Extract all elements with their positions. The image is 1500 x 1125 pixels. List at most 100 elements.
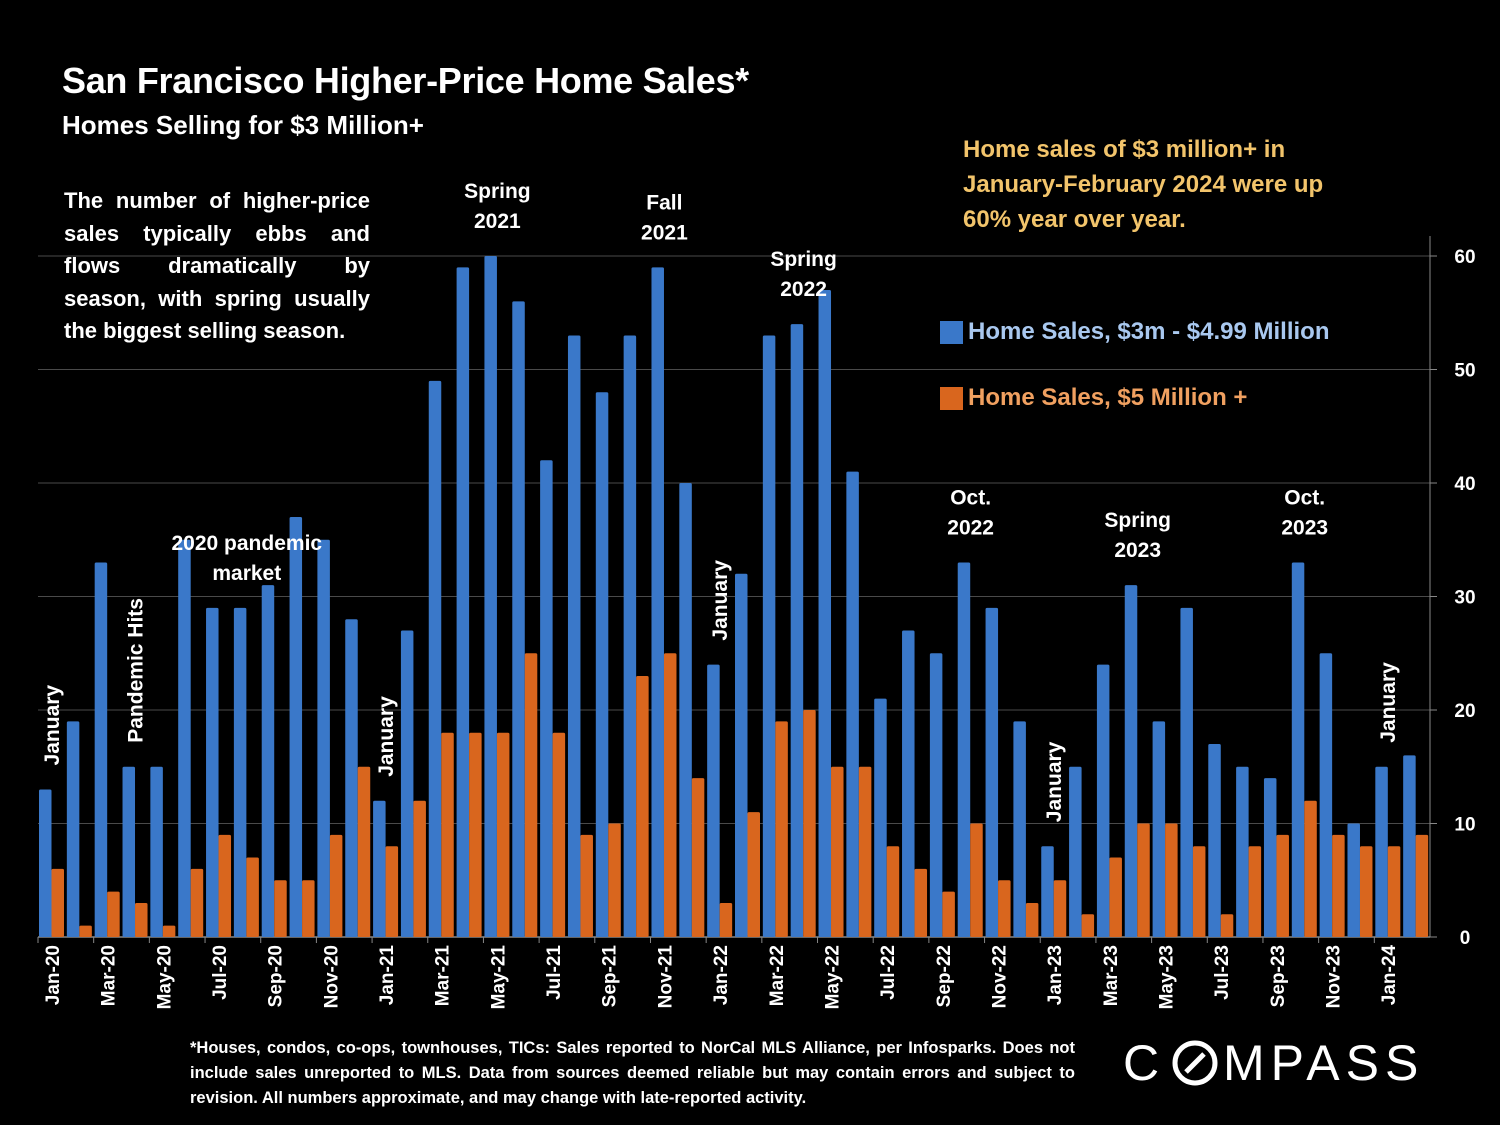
bar-series-1 — [623, 335, 637, 937]
x-tick-label: Jan-20 — [43, 945, 64, 1005]
bar-series-1 — [400, 630, 414, 937]
x-tick-label: Sep-20 — [266, 945, 287, 1007]
x-tick-label: Mar-23 — [1101, 945, 1122, 1006]
y-tick-label: 20 — [1454, 701, 1475, 722]
bar-series-1 — [1403, 755, 1416, 937]
compass-logo: C MPASS — [1123, 1030, 1443, 1097]
x-tick-label: Mar-20 — [99, 945, 120, 1006]
y-tick-label: 0 — [1460, 928, 1471, 949]
compass-logo-text: C — [1123, 1035, 1165, 1091]
bar-series-2 — [691, 778, 705, 937]
x-tick-label: May-20 — [154, 945, 175, 1009]
x-tick-label: Nov-23 — [1324, 945, 1345, 1008]
bar-series-1 — [846, 471, 859, 937]
bar-series-2 — [1220, 914, 1234, 937]
bar-series-2 — [970, 823, 983, 937]
bar-series-2 — [1276, 834, 1289, 937]
bar-series-1 — [1152, 721, 1166, 937]
bar-series-2 — [1387, 846, 1401, 937]
annotation-label: 2021 — [641, 221, 688, 244]
footnote: *Houses, condos, co-ops, townhouses, TIC… — [190, 1039, 1075, 1107]
annotation-label: Pandemic Hits — [124, 598, 147, 743]
bar-chart: 0 10 20 30 40 50 60 Jan-20 Mar-20 May-20 Jul-20 Sep… — [37, 180, 1476, 1010]
x-tick-label: May-23 — [1157, 945, 1178, 1009]
bar-series-2 — [775, 721, 788, 937]
bar-series-1 — [818, 290, 832, 937]
x-tick-label: Jan-24 — [1379, 945, 1400, 1006]
x-tick-label: Mar-22 — [767, 945, 788, 1006]
legend-label-series-1: Home Sales, $3m - $4.99 Million — [968, 318, 1330, 345]
annotation-label: January — [1377, 662, 1400, 743]
bar-series-2 — [107, 891, 120, 937]
x-tick-label: Jul-21 — [544, 945, 565, 1000]
y-tick-label: 50 — [1454, 361, 1475, 382]
bar-series-1 — [1347, 823, 1360, 937]
bar-series-1 — [1180, 607, 1193, 937]
bar-series-1 — [122, 766, 136, 937]
page-subtitle: Homes Selling for $3 Million+ — [62, 110, 424, 140]
intro-text: The number of higher-price sales typical… — [64, 188, 370, 343]
y-tick-label: 30 — [1454, 588, 1475, 609]
x-tick-label: May-21 — [488, 945, 509, 1010]
x-tick-label: May-22 — [822, 945, 843, 1009]
bar-series-2 — [663, 653, 677, 937]
compass-logo-o-icon — [1172, 1040, 1218, 1086]
annotation-label: Oct. — [950, 486, 991, 509]
x-tick-label: Nov-21 — [655, 945, 676, 1009]
bar-series-1 — [902, 630, 915, 937]
x-tick-label: Jul-22 — [878, 945, 899, 1000]
annotation-label: Spring — [770, 248, 837, 271]
bar-series-1 — [957, 562, 971, 937]
bar-series-2 — [580, 834, 593, 937]
bar-series-2 — [886, 846, 900, 937]
bar-series-1 — [790, 324, 804, 938]
bar-series-2 — [1081, 914, 1095, 937]
bar-series-1 — [345, 619, 358, 937]
bar-series-2 — [636, 675, 649, 937]
bar-series-1 — [929, 653, 943, 937]
bar-series-1 — [1375, 766, 1388, 937]
annotation-label: 2022 — [780, 278, 827, 301]
bar-series-1 — [289, 517, 303, 937]
annotation-label: 2023 — [1114, 539, 1161, 562]
annotation-label: 2021 — [474, 210, 521, 233]
bar-series-1 — [762, 335, 776, 937]
bar-series-1 — [233, 607, 247, 937]
legend-label-series-2: Home Sales, $5 Million + — [968, 384, 1248, 411]
y-tick-label: 10 — [1454, 815, 1475, 836]
bar-series-1 — [1291, 562, 1305, 937]
annotation-label: 2020 pandemic — [172, 532, 323, 555]
x-tick-label: Sep-23 — [1268, 945, 1289, 1007]
bar-series-1 — [1096, 664, 1110, 937]
bar-series-2 — [51, 868, 64, 937]
annotation-label: January — [709, 560, 732, 641]
bar-series-1 — [66, 721, 80, 937]
bar-series-2 — [385, 846, 399, 937]
legend-item-series-1: Home Sales, $3m - $4.99 Million — [940, 318, 1329, 346]
bar-series-1 — [1236, 766, 1249, 937]
bar-series-1 — [985, 607, 999, 937]
bar-series-1 — [651, 267, 664, 938]
bar-series-2 — [1359, 846, 1373, 937]
bar-series-1 — [1263, 778, 1277, 937]
annotation-label: Spring — [1104, 509, 1171, 532]
x-tick-label: Nov-22 — [989, 945, 1010, 1008]
bar-series-1 — [428, 380, 442, 938]
bar-series-1 — [1041, 846, 1054, 937]
bar-series-1 — [874, 698, 887, 937]
bar-series-1 — [1124, 585, 1138, 937]
bar-series-1 — [1319, 653, 1333, 937]
bar-series-1 — [178, 539, 191, 937]
bar-series-2 — [1192, 846, 1206, 937]
bar-series-2 — [357, 766, 371, 937]
bar-series-2 — [747, 812, 760, 937]
callout-text: Home sales of $3 million+ in January-Feb… — [963, 136, 1324, 233]
bar-series-2 — [329, 834, 343, 937]
bar-series-2 — [190, 868, 204, 937]
x-tick-label: Jan-21 — [377, 945, 398, 1006]
bar-series-2 — [914, 868, 928, 937]
bar-series-2 — [135, 902, 148, 937]
bar-series-2 — [1304, 800, 1317, 937]
bar-series-1 — [735, 573, 748, 937]
x-tick-label: Nov-20 — [321, 945, 342, 1008]
